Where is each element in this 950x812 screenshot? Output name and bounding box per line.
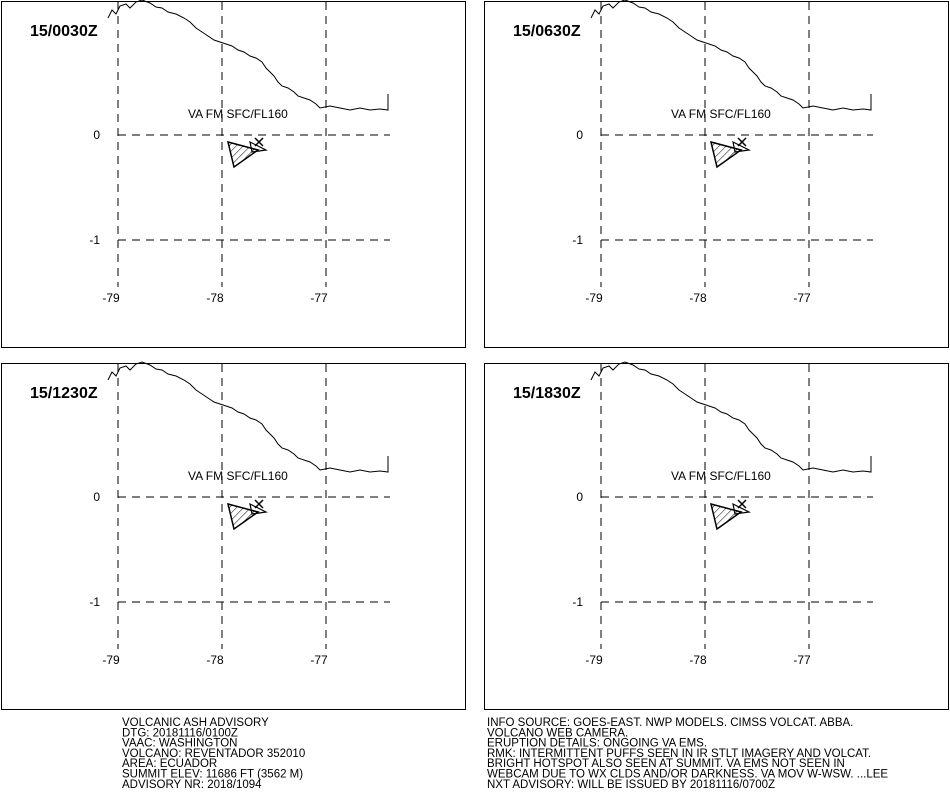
lat-label: -1 [89, 595, 100, 609]
panel-frame [484, 1, 949, 348]
va-label: VA FM SFC/FL160 [671, 107, 771, 121]
lat-label: -1 [89, 233, 100, 247]
va-label: VA FM SFC/FL160 [188, 469, 288, 483]
panel-frame [484, 363, 949, 710]
time-label: 15/1230Z [30, 385, 98, 402]
volcano-marker [254, 137, 264, 147]
advisory-left-line: SUMMIT ELEV: 11686 FT (3562 M) [122, 769, 303, 781]
coastline [107, 0, 389, 111]
time-label: 15/0630Z [513, 23, 581, 40]
map-panel: -79 -78 -77 0 -1 15/0630Z VA FM SFC/FL160 [484, 0, 949, 348]
map-panel: -79 -78 -77 0 -1 15/0030Z VA FM SFC/FL160 [1, 0, 466, 348]
va-label: VA FM SFC/FL160 [188, 107, 288, 121]
time-label: 15/1830Z [513, 385, 581, 402]
lat-label: -1 [572, 233, 583, 247]
advisory-left-line: AREA: ECUADOR [122, 758, 217, 770]
ash-area-small [732, 502, 751, 515]
coastline [590, 0, 872, 111]
lat-label: 0 [576, 128, 583, 142]
lat-label: -1 [572, 595, 583, 609]
volcano-marker [254, 499, 264, 509]
lon-label: -78 [206, 653, 224, 667]
lon-label: -79 [102, 653, 120, 667]
advisory-right-line: VOLCANO WEB CAMERA. [487, 727, 628, 739]
ash-area [709, 502, 743, 531]
map-panel: -79 -78 -77 0 -1 15/1230Z VA FM SFC/FL160 [1, 361, 466, 710]
ash-area-small [249, 502, 268, 515]
ash-area [226, 502, 260, 531]
advisory-left-line: VOLCANO: REVENTADOR 352010 [122, 748, 305, 760]
ash-area [709, 140, 743, 169]
panel-frame [1, 363, 466, 710]
advisory-right-line: NXT ADVISORY: WILL BE ISSUED BY 20181116… [487, 779, 775, 791]
map-panel: -79 -78 -77 0 -1 15/1830Z VA FM SFC/FL160 [484, 361, 949, 710]
lon-label: -78 [689, 653, 707, 667]
lat-label: 0 [93, 490, 100, 504]
advisory-right-line: BRIGHT HOTSPOT ALSO SEEN AT SUMMIT. VA E… [487, 758, 845, 770]
ash-area-small [732, 140, 751, 153]
coastline [107, 361, 389, 473]
time-label: 15/0030Z [30, 23, 98, 40]
lon-label: -78 [689, 291, 707, 305]
advisory-left-line: DTG: 20181116/0100Z [122, 727, 238, 739]
advisory-right-line: INFO SOURCE: GOES-EAST. NWP MODELS. CIMS… [487, 717, 853, 729]
ash-area-small [249, 140, 268, 153]
lon-label: -78 [206, 291, 224, 305]
lat-label: 0 [93, 128, 100, 142]
coastline [590, 361, 872, 473]
lon-label: -79 [585, 291, 603, 305]
advisory-right-line: WEBCAM DUE TO WX CLDS AND/OR DARKNESS. V… [487, 769, 888, 781]
lon-label: -79 [585, 653, 603, 667]
panel-frame [1, 1, 466, 348]
volcano-marker [737, 137, 747, 147]
volcano-marker [737, 499, 747, 509]
lon-label: -77 [793, 291, 811, 305]
lat-label: 0 [576, 490, 583, 504]
lon-label: -79 [102, 291, 120, 305]
advisory-left-line: VOLCANIC ASH ADVISORY [122, 717, 269, 729]
advisory-left-line: VAAC: WASHINGTON [122, 738, 237, 750]
advisory-left-line: ADVISORY NR: 2018/1094 [122, 779, 262, 791]
advisory-right-line: ERUPTION DETAILS: ONGOING VA EMS. [487, 738, 707, 750]
lon-label: -77 [793, 653, 811, 667]
lon-label: -77 [310, 291, 328, 305]
ash-area [226, 140, 260, 169]
va-label: VA FM SFC/FL160 [671, 469, 771, 483]
lon-label: -77 [310, 653, 328, 667]
advisory-right-line: RMK: INTERMITTENT PUFFS SEEN IN IR STLT … [487, 748, 871, 760]
